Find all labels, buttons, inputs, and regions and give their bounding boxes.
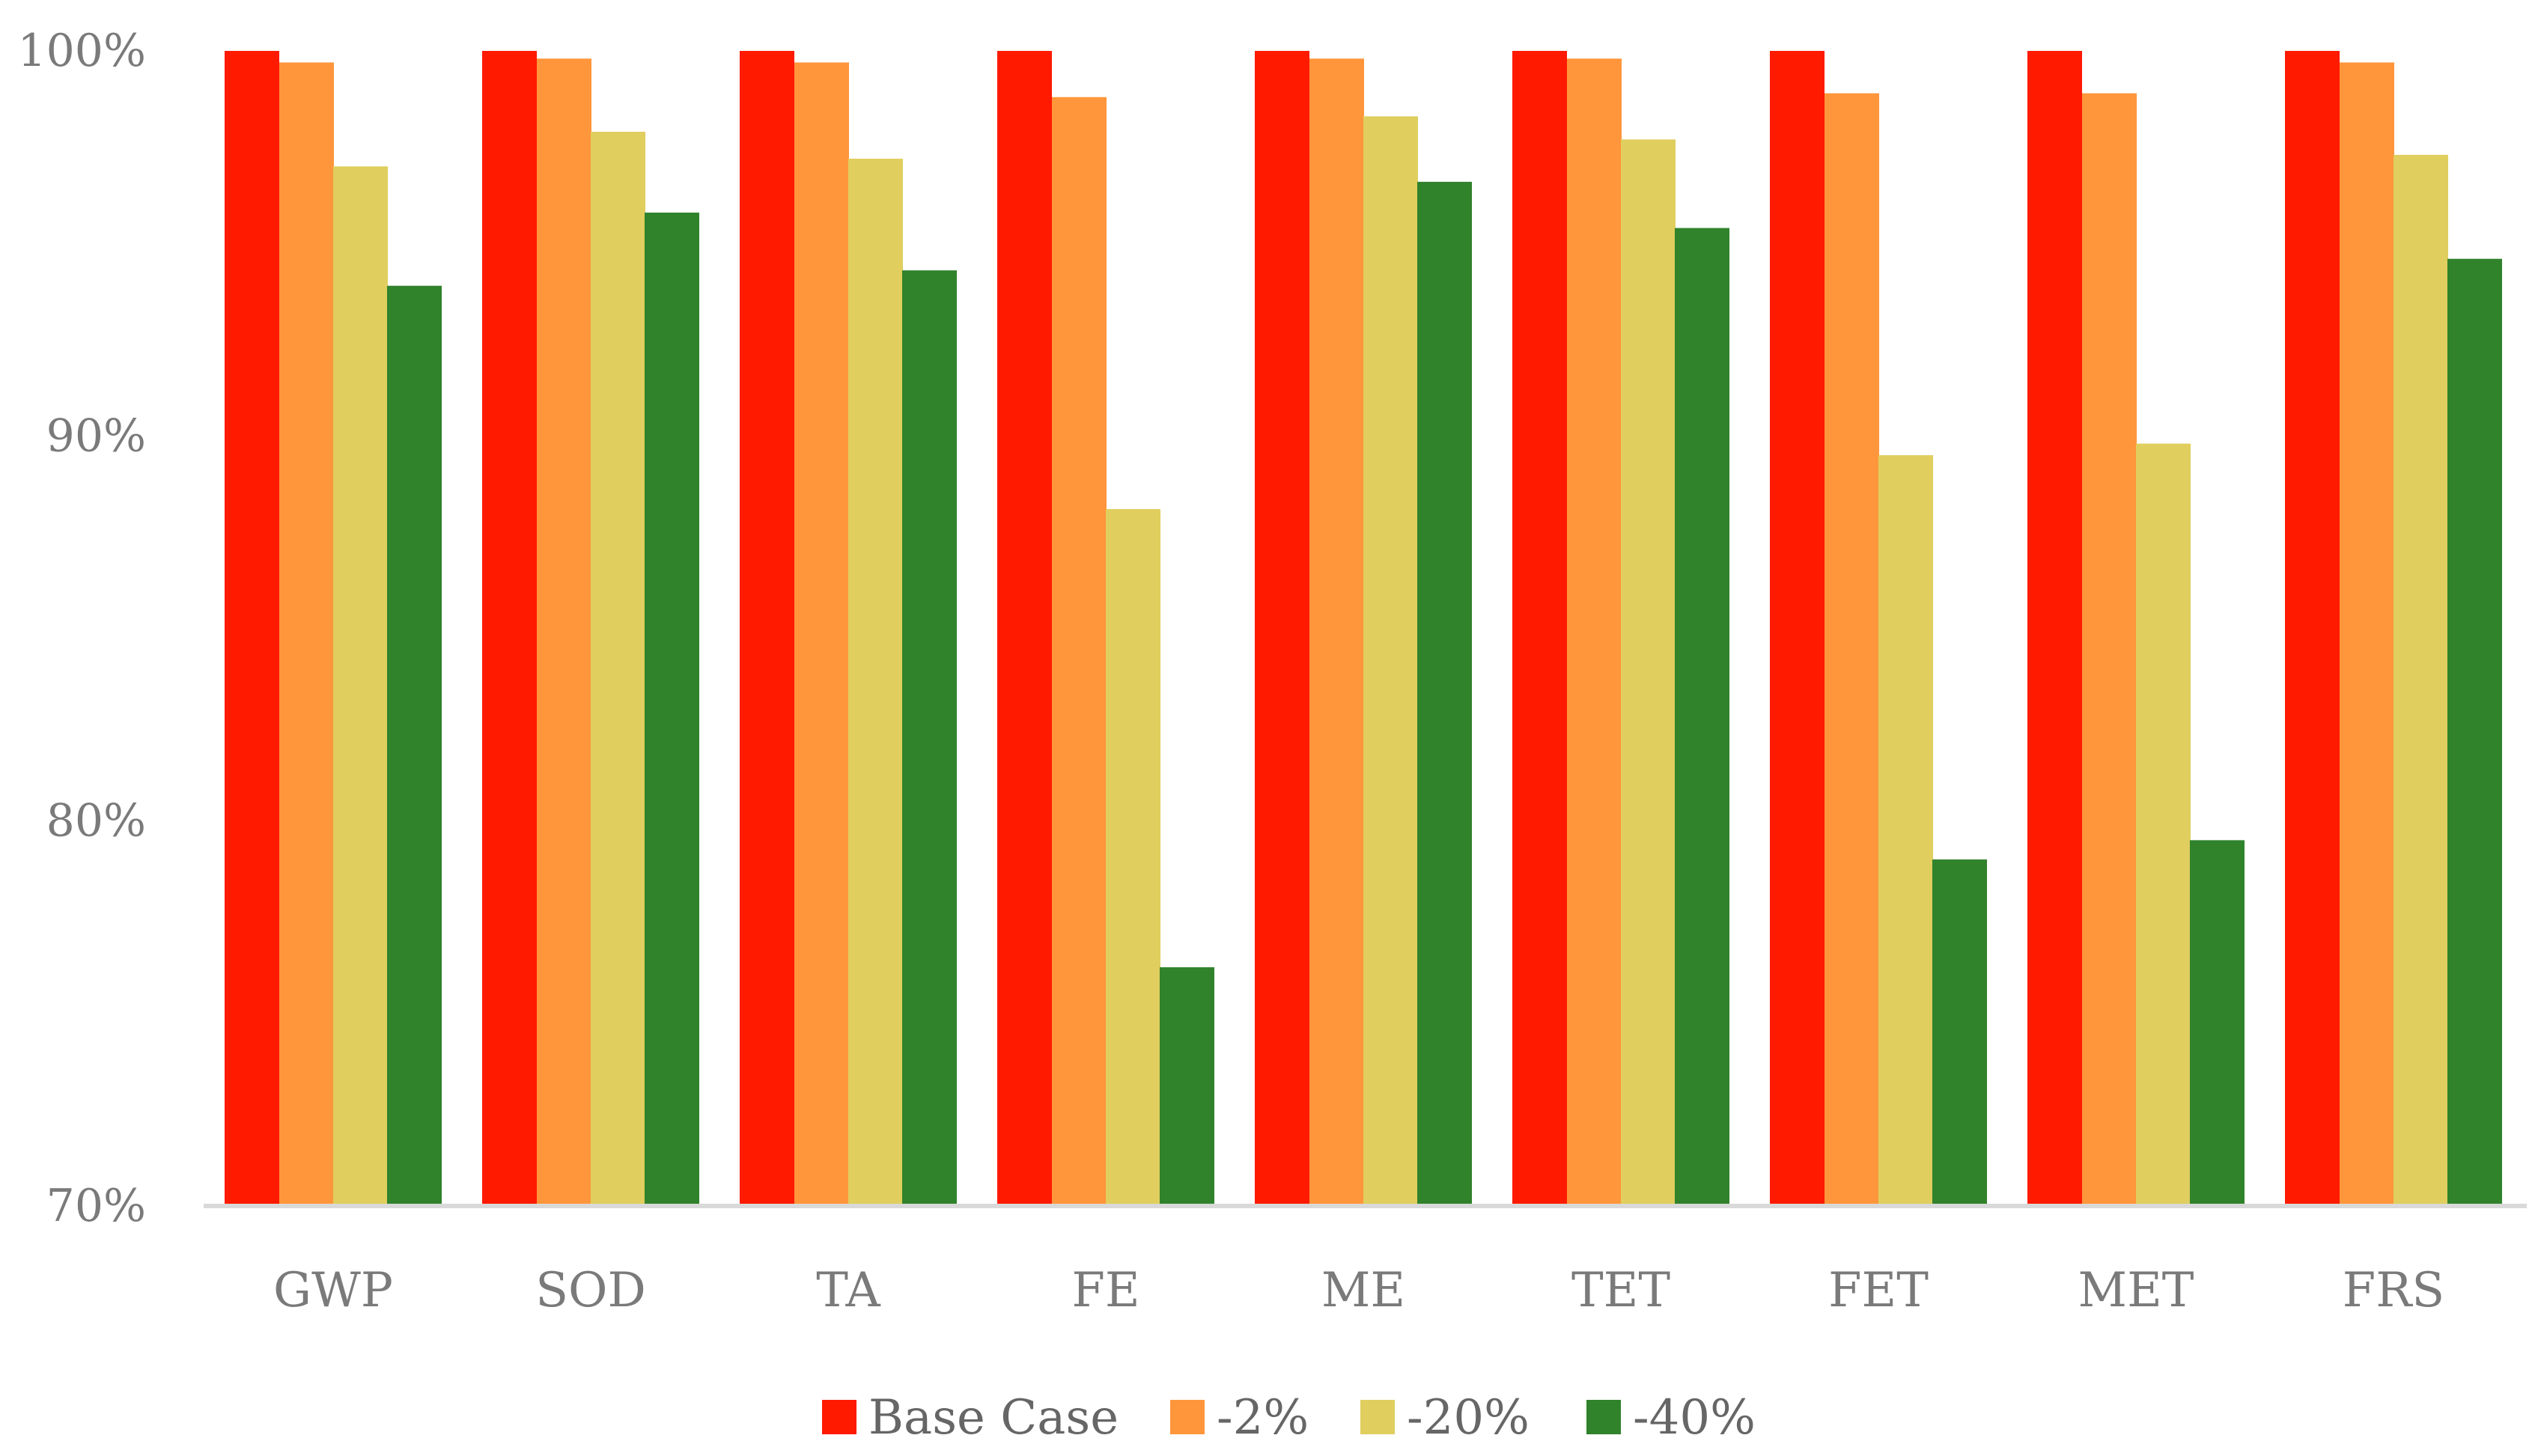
category-labels: GWP SOD TA FE ME TET FET MET FRS (273, 1263, 2444, 1318)
bar-tet-series-3 (1675, 228, 1729, 1207)
category-label: FET (1828, 1263, 1929, 1318)
legend-swatch (822, 1400, 856, 1434)
legend-item: -40% (1586, 1390, 1756, 1446)
bar-me-series-2 (1363, 116, 1418, 1207)
legend-item: -2% (1170, 1390, 1309, 1446)
bar-fe-series-2 (1106, 509, 1160, 1206)
legend-label: -40% (1633, 1390, 1756, 1446)
bar-group-sod (482, 51, 699, 1207)
category-label: TET (1571, 1263, 1670, 1318)
legend-item: -20% (1360, 1390, 1530, 1446)
bar-gwp-series-0 (225, 51, 279, 1206)
legend: Base Case -2% -20% -40% (822, 1390, 1756, 1446)
category-label: MET (2078, 1263, 2194, 1318)
y-tick-label: 80% (46, 795, 146, 847)
y-tick-label: 100% (17, 25, 146, 77)
bar-sod-series-3 (645, 213, 699, 1206)
bar-frs-series-3 (2447, 258, 2502, 1206)
category-label: FRS (2343, 1263, 2444, 1318)
category-label: ME (1321, 1263, 1405, 1318)
bar-tet-series-0 (1512, 51, 1567, 1206)
legend-label: -20% (1407, 1390, 1530, 1446)
legend-swatch (1586, 1400, 1621, 1434)
bar-me-series-3 (1417, 181, 1472, 1207)
bar-sod-series-2 (591, 132, 645, 1206)
bar-fet-series-2 (1878, 455, 1933, 1206)
bar-group-ta (740, 51, 957, 1207)
bar-frs-series-2 (2394, 154, 2448, 1206)
bar-sod-series-1 (537, 58, 591, 1207)
bar-fe-series-3 (1160, 967, 1214, 1206)
bar-met-series-1 (2082, 93, 2137, 1207)
bar-group-tet (1512, 51, 1729, 1207)
category-label: FE (1071, 1263, 1139, 1318)
legend-item: Base Case (822, 1390, 1119, 1446)
bar-group-met (2027, 51, 2245, 1207)
y-tick-label: 90% (46, 409, 146, 462)
category-label: TA (816, 1263, 880, 1318)
category-label: GWP (273, 1263, 393, 1318)
bar-group-me (1255, 51, 1472, 1207)
bar-me-series-1 (1309, 58, 1364, 1207)
bar-frs-series-0 (2285, 51, 2340, 1206)
bar-gwp-series-1 (279, 62, 334, 1206)
bar-fe-series-1 (1052, 97, 1107, 1207)
bar-fe-series-0 (997, 51, 1052, 1206)
bar-group-fe (997, 51, 1214, 1207)
legend-swatch (1360, 1400, 1395, 1434)
bar-ta-series-0 (740, 51, 794, 1206)
legend-swatch (1170, 1400, 1205, 1434)
bar-met-series-2 (2136, 443, 2191, 1206)
legend-label: Base Case (868, 1390, 1119, 1446)
bar-gwp-series-2 (333, 166, 388, 1206)
bar-met-series-3 (2190, 840, 2245, 1206)
legend-label: -2% (1217, 1390, 1309, 1446)
bar-met-series-0 (2027, 51, 2082, 1206)
bar-group-gwp (225, 51, 442, 1206)
bar-ta-series-2 (848, 159, 903, 1207)
bar-fet-series-3 (1932, 859, 1987, 1206)
bar-ta-series-1 (794, 62, 849, 1206)
bar-group-frs (2285, 51, 2502, 1206)
bar-frs-series-1 (2340, 62, 2394, 1206)
bar-tet-series-1 (1567, 58, 1622, 1207)
bar-sod-series-0 (482, 51, 537, 1206)
bar-tet-series-2 (1621, 139, 1676, 1207)
bar-ta-series-3 (902, 270, 957, 1206)
bar-fet-series-0 (1770, 51, 1825, 1206)
y-tick-label: 70% (46, 1180, 146, 1232)
bars (225, 51, 2502, 1207)
bar-group-fet (1770, 51, 1987, 1207)
bar-gwp-series-3 (387, 285, 442, 1206)
y-axis-ticks: 70% 80% 90% 100% (17, 25, 146, 1232)
bar-fet-series-1 (1825, 93, 1879, 1207)
category-label: SOD (535, 1263, 646, 1318)
bar-me-series-0 (1255, 51, 1309, 1206)
